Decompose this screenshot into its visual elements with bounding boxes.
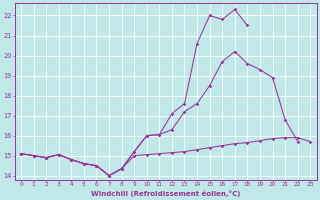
X-axis label: Windchill (Refroidissement éolien,°C): Windchill (Refroidissement éolien,°C) [91, 190, 240, 197]
